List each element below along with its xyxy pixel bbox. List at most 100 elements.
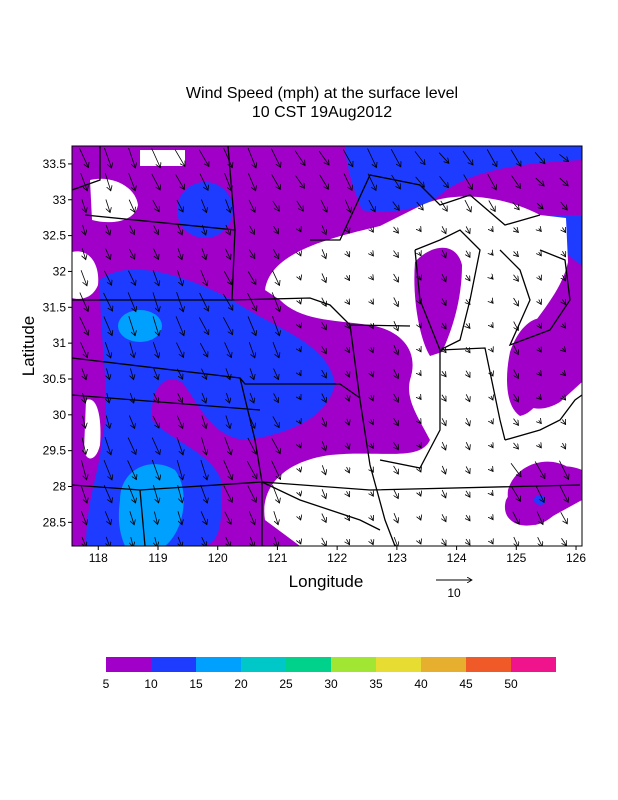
x-tick-label: 121 — [267, 551, 287, 565]
wind-vector — [347, 370, 350, 377]
wind-vector — [272, 484, 280, 503]
wind-vector — [248, 415, 255, 429]
colorbar-swatch — [241, 657, 286, 672]
wind-vector — [539, 420, 542, 423]
wind-vector — [81, 199, 86, 212]
wind-vector — [342, 149, 353, 166]
wind-vector — [346, 515, 349, 520]
colorbar-label: 15 — [189, 677, 203, 691]
field-region — [72, 251, 99, 299]
wind-vector — [514, 228, 519, 233]
wind-vector — [200, 459, 207, 480]
field-region — [118, 310, 162, 342]
wind-vector — [103, 292, 113, 311]
wind-vector — [462, 150, 473, 165]
wind-vector — [394, 250, 399, 258]
wind-vector — [176, 199, 183, 212]
wind-vector — [106, 536, 110, 546]
wind-vector — [371, 228, 374, 232]
wind-vector — [199, 342, 207, 357]
wind-vector — [128, 173, 136, 191]
wind-vector — [199, 292, 209, 311]
wind-vector — [175, 174, 185, 190]
x-tick-label: 123 — [387, 551, 407, 565]
wind-vector — [106, 368, 109, 379]
wind-vector — [322, 346, 327, 353]
wind-vector — [346, 539, 349, 544]
wind-vector — [419, 420, 421, 423]
wind-vector — [419, 300, 421, 304]
wind-vector — [127, 437, 136, 455]
wind-vector — [104, 173, 111, 191]
wind-vector — [371, 347, 373, 352]
wind-vector — [200, 484, 208, 503]
wind-vector — [393, 393, 399, 402]
wind-vector — [272, 248, 278, 259]
wind-vector — [419, 540, 421, 544]
wind-vector — [273, 511, 278, 524]
wind-vector — [299, 300, 301, 304]
wind-vector — [152, 342, 158, 358]
y-tick-label: 33.5 — [43, 157, 67, 171]
wind-vector — [79, 292, 88, 312]
wind-vector — [176, 415, 182, 429]
wind-vector — [371, 419, 374, 424]
wind-vector — [371, 300, 374, 304]
wind-vector — [371, 276, 374, 280]
wind-vector — [176, 437, 183, 455]
wind-vector — [299, 396, 301, 399]
wind-vector — [486, 149, 497, 166]
wind-vector — [511, 175, 521, 189]
wind-vector — [394, 297, 398, 306]
wind-vector — [394, 489, 398, 498]
wind-vector — [246, 460, 257, 479]
y-tick-label: 31 — [53, 336, 67, 350]
wind-vector — [371, 468, 374, 472]
wind-vector — [513, 393, 519, 402]
field-region — [345, 146, 582, 212]
wind-vector — [103, 459, 112, 480]
wind-vector — [346, 275, 349, 280]
wind-vector — [224, 437, 232, 455]
wind-vector — [201, 537, 207, 546]
wind-vector — [248, 199, 255, 212]
wind-vector — [128, 199, 135, 213]
field-region — [414, 247, 462, 356]
colorbar-label: 50 — [504, 677, 518, 691]
wind-vector — [322, 537, 327, 546]
wind-vector — [562, 372, 565, 375]
wind-vector — [559, 460, 568, 480]
wind-vector — [201, 199, 206, 212]
wind-vector — [202, 392, 206, 403]
wind-vector — [250, 536, 253, 546]
wind-vector — [513, 345, 519, 354]
wind-vector — [107, 393, 109, 403]
wind-vector — [419, 348, 421, 352]
wind-vector — [442, 370, 446, 377]
wind-vector — [491, 396, 493, 400]
wind-vector — [247, 292, 256, 311]
wind-vector — [153, 225, 159, 234]
wind-vector — [322, 393, 326, 403]
wind-vector — [104, 147, 111, 168]
wind-vector — [201, 437, 206, 454]
wind-vector — [223, 317, 232, 334]
wind-vector — [442, 465, 445, 474]
wind-vector — [487, 173, 496, 190]
wind-vector — [272, 316, 279, 335]
title: Wind Speed (mph) at the surface level — [186, 85, 458, 102]
wind-vector — [320, 199, 327, 212]
wind-vector — [247, 173, 255, 190]
wind-vector — [81, 437, 86, 455]
wind-vector — [247, 437, 256, 454]
wind-vector — [104, 511, 111, 524]
wind-vector — [491, 348, 493, 352]
y-tick-label: 29.5 — [43, 444, 67, 458]
wind-vector — [347, 394, 349, 401]
wind-vectors — [79, 147, 569, 546]
colorbar-swatch — [421, 657, 466, 672]
wind-vector — [176, 342, 183, 358]
wind-vector — [151, 148, 161, 167]
wind-vector — [222, 293, 232, 310]
wind-vector — [152, 415, 159, 428]
